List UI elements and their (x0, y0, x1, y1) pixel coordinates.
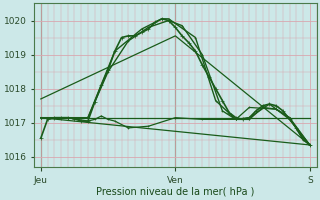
X-axis label: Pression niveau de la mer( hPa ): Pression niveau de la mer( hPa ) (96, 187, 254, 197)
